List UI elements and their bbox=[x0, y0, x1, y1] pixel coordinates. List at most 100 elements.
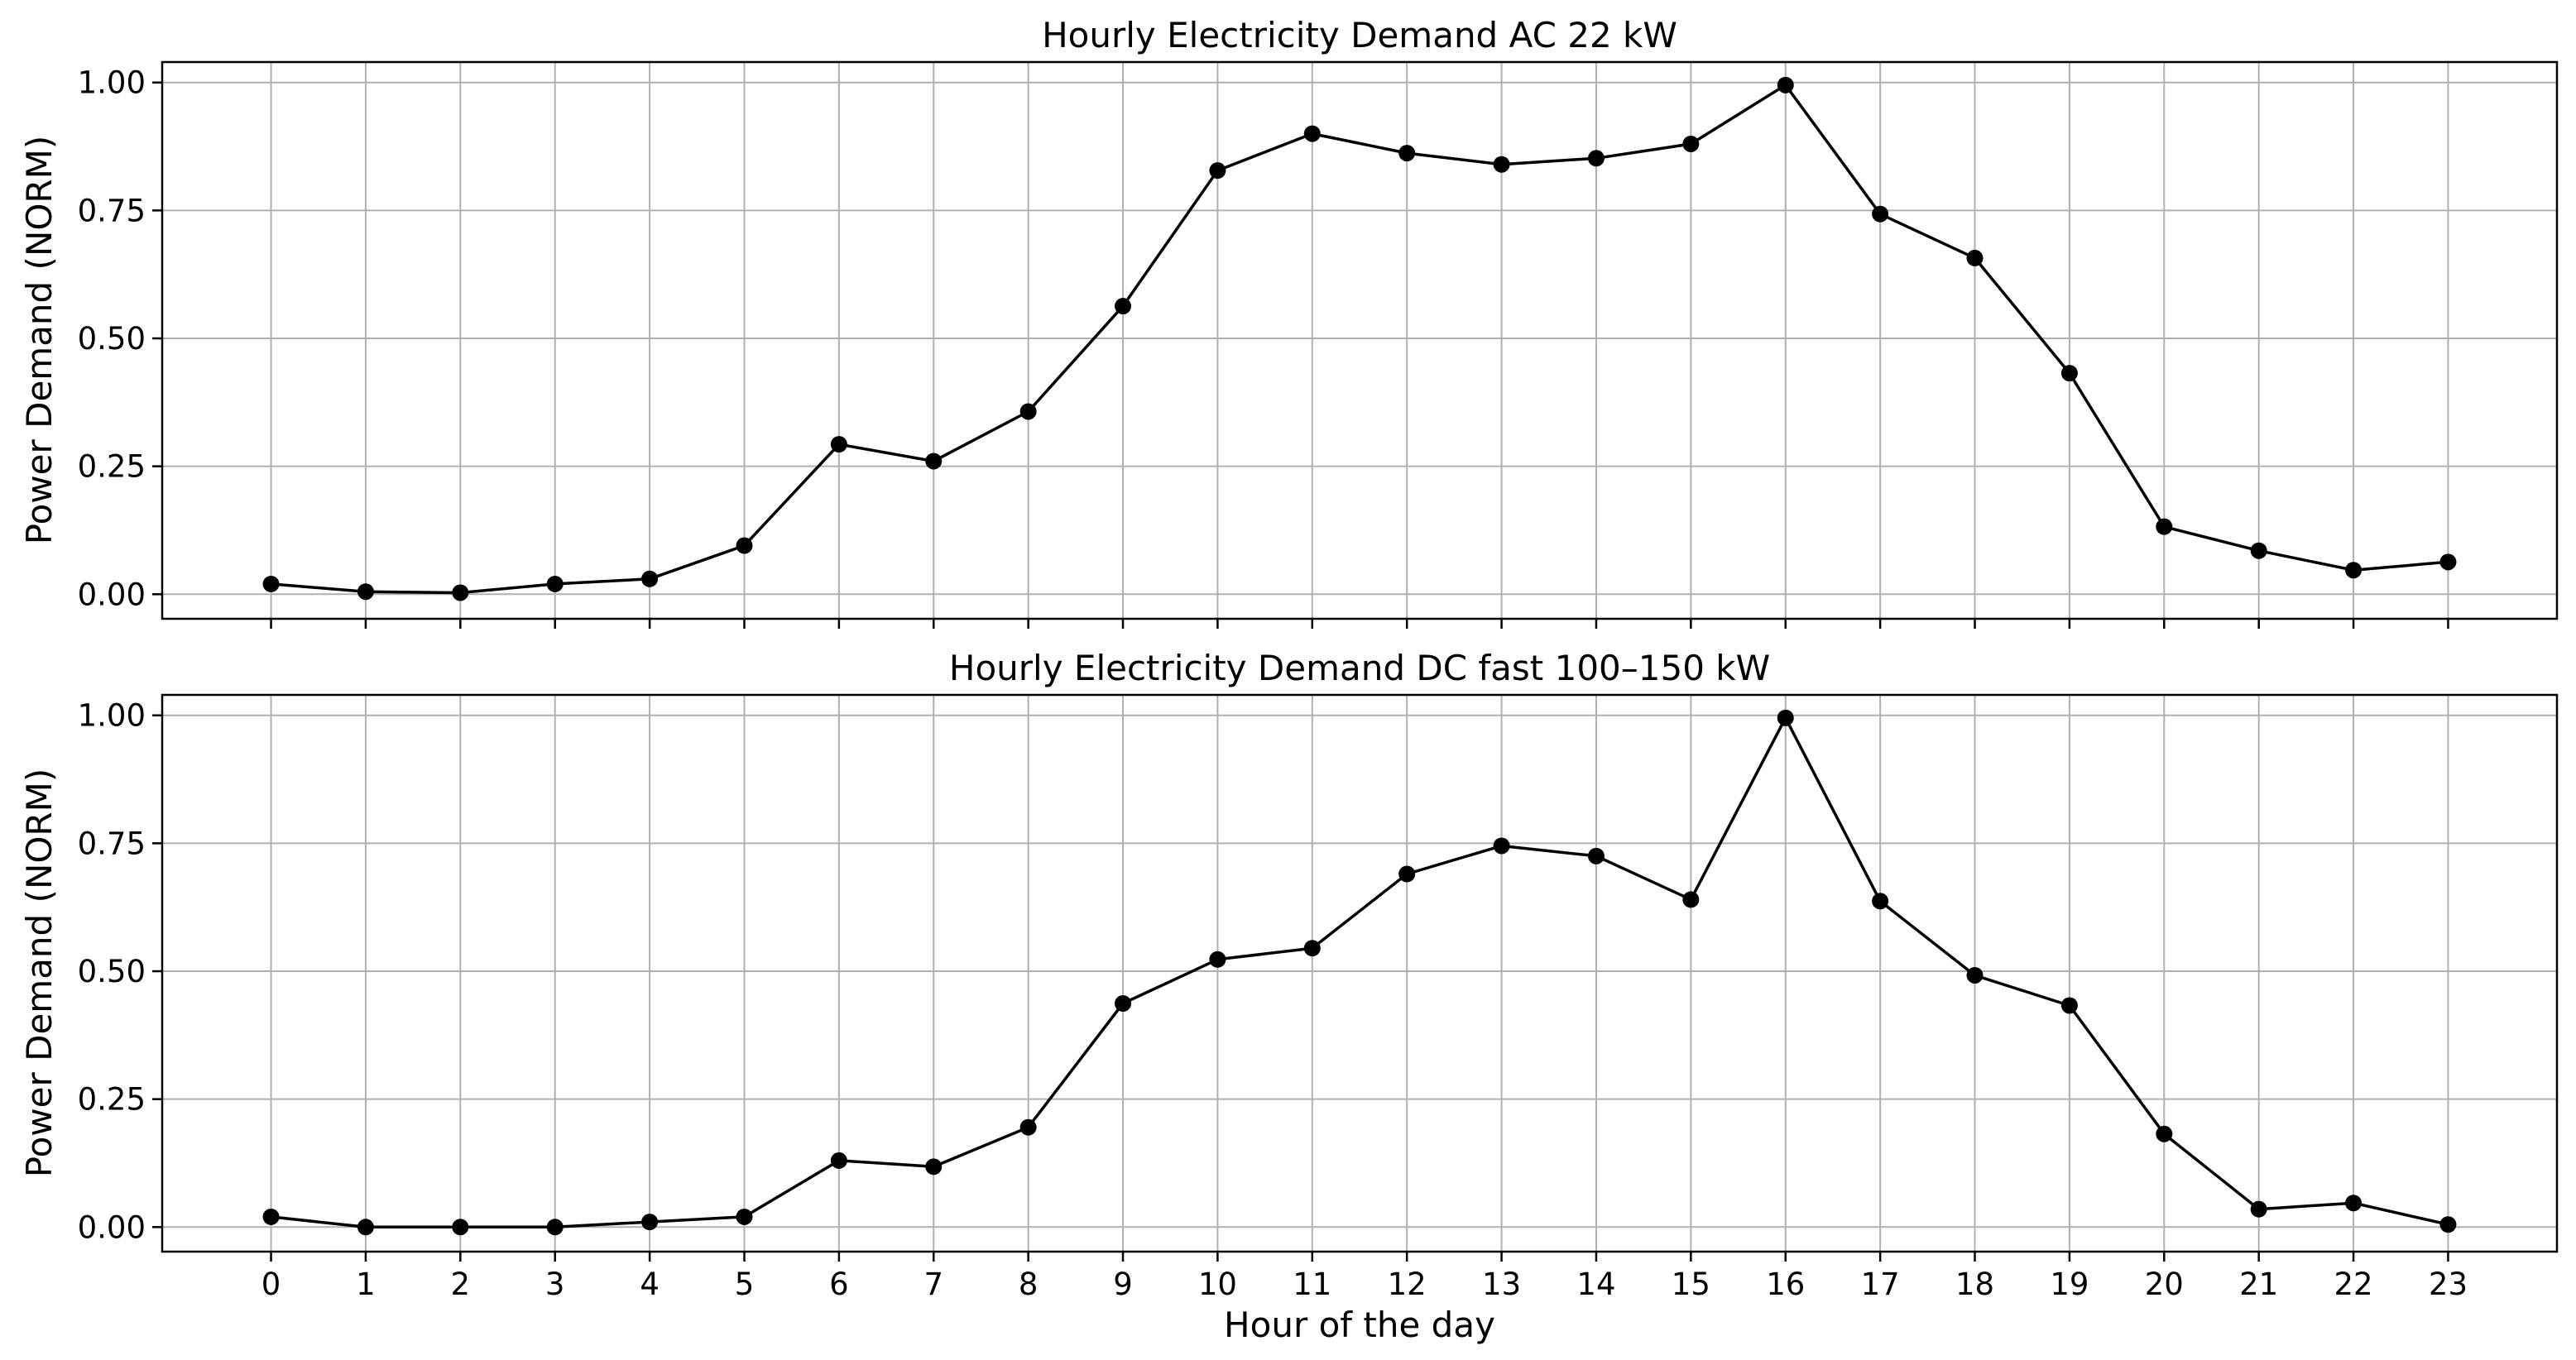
x-tick-label: 11 bbox=[1293, 1267, 1331, 1302]
x-tick-label: 0 bbox=[261, 1267, 281, 1302]
data-point-ac bbox=[546, 575, 564, 592]
chart-ac-22kw: 0.00 0.25 0.50 0.75 1.00 Hourly Electricity … bbox=[19, 15, 2559, 629]
data-point-dc bbox=[1115, 994, 1132, 1012]
y-tick-label-dc: 0.25 bbox=[78, 1082, 146, 1118]
chart-title-ac: Hourly Electricity Demand AC 22 kW bbox=[1042, 15, 1677, 55]
data-point-dc bbox=[2060, 997, 2078, 1014]
plot-frame-ac bbox=[161, 60, 2559, 620]
y-axis-label-ac: Power Demand (NORM) bbox=[19, 136, 60, 544]
series-line-ac bbox=[271, 84, 2449, 595]
x-tick-label: 18 bbox=[1955, 1267, 1994, 1302]
y-tick-label-ac: 0.00 bbox=[78, 577, 146, 612]
data-point-ac bbox=[1303, 125, 1321, 142]
ticks-dc: 0 1 2 3 4 5 6 7 8 9 10 11 12 13 14 15 16 17 18 19 20 21 22 230.… bbox=[78, 698, 2468, 1302]
x-tick-label: 2 bbox=[451, 1267, 471, 1302]
x-tick-label: 6 bbox=[829, 1267, 849, 1302]
data-point-dc bbox=[452, 1219, 469, 1236]
data-point-ac bbox=[262, 575, 280, 592]
data-point-dc bbox=[641, 1214, 659, 1231]
data-point-dc bbox=[1587, 847, 1605, 864]
data-point-dc bbox=[1777, 709, 1794, 726]
data-point-dc bbox=[357, 1219, 374, 1236]
x-tick-label: 12 bbox=[1388, 1267, 1427, 1302]
data-point-ac bbox=[1872, 205, 1889, 223]
data-point-dc bbox=[1682, 891, 1700, 908]
series-dc bbox=[262, 709, 2457, 1236]
y-tick-label-dc: 0.00 bbox=[78, 1209, 146, 1245]
data-point-ac bbox=[2156, 518, 2173, 535]
data-point-ac bbox=[2060, 365, 2078, 382]
data-point-ac bbox=[1398, 145, 1416, 162]
data-point-ac bbox=[1209, 162, 1226, 180]
data-point-dc bbox=[2156, 1125, 2173, 1142]
data-point-dc bbox=[1209, 951, 1226, 968]
y-tick-label-dc: 1.00 bbox=[78, 698, 146, 734]
series-line-dc bbox=[271, 716, 2449, 1229]
data-point-ac bbox=[1777, 76, 1794, 93]
data-point-ac bbox=[1682, 135, 1700, 152]
data-point-ac bbox=[452, 584, 469, 601]
x-tick-label: 9 bbox=[1113, 1267, 1133, 1302]
x-tick-label: 5 bbox=[735, 1267, 755, 1302]
y-axis-label-dc: Power Demand (NORM) bbox=[19, 769, 60, 1177]
data-point-ac bbox=[2439, 553, 2457, 571]
data-point-ac bbox=[1019, 403, 1037, 420]
x-tick-label: 10 bbox=[1198, 1267, 1237, 1302]
x-tick-label: 7 bbox=[923, 1267, 943, 1302]
x-tick-label: 22 bbox=[2334, 1267, 2373, 1302]
data-point-dc bbox=[830, 1152, 847, 1169]
x-tick-label: 4 bbox=[640, 1267, 660, 1302]
data-point-dc bbox=[1872, 893, 1889, 910]
y-tick-label-ac: 0.50 bbox=[78, 321, 146, 357]
data-point-ac bbox=[2250, 542, 2267, 559]
data-point-dc bbox=[2439, 1216, 2457, 1233]
x-tick-label: 13 bbox=[1482, 1267, 1521, 1302]
y-tick-label-ac: 0.75 bbox=[78, 193, 146, 228]
data-point-dc bbox=[2250, 1200, 2267, 1218]
x-tick-label: 8 bbox=[1019, 1267, 1039, 1302]
y-tick-label-ac: 1.00 bbox=[78, 65, 146, 101]
x-tick-label: 20 bbox=[2145, 1267, 2184, 1302]
plot-frame-dc bbox=[161, 693, 2559, 1253]
x-tick-label: 15 bbox=[1672, 1267, 1710, 1302]
grid-ac bbox=[162, 62, 2557, 619]
data-point-dc bbox=[925, 1158, 943, 1176]
x-tick-label: 14 bbox=[1576, 1267, 1615, 1302]
data-point-dc bbox=[262, 1208, 280, 1225]
data-point-dc bbox=[546, 1219, 564, 1236]
data-point-ac bbox=[925, 453, 943, 470]
x-tick-label: 17 bbox=[1861, 1267, 1900, 1302]
data-point-dc bbox=[736, 1208, 753, 1225]
data-point-ac bbox=[1587, 150, 1605, 167]
x-tick-label: 16 bbox=[1766, 1267, 1805, 1302]
x-axis-label: Hour of the day bbox=[1224, 1305, 1495, 1345]
data-point-ac bbox=[2345, 562, 2363, 579]
ticks-ac: 0.00 0.25 0.50 0.75 1.00 bbox=[78, 65, 2449, 629]
y-tick-label-dc: 0.50 bbox=[78, 954, 146, 989]
data-point-ac bbox=[1966, 249, 1984, 266]
data-point-ac bbox=[830, 436, 847, 453]
y-tick-label-dc: 0.75 bbox=[78, 826, 146, 861]
chart-dc-fast: 0 1 2 3 4 5 6 7 8 9 10 11 12 13 14 15 16 17 18 19 20 21 22 230.… bbox=[19, 648, 2559, 1345]
x-tick-label: 3 bbox=[545, 1267, 565, 1302]
series-ac bbox=[262, 76, 2457, 601]
x-tick-label: 19 bbox=[2050, 1267, 2089, 1302]
x-tick-label: 21 bbox=[2239, 1267, 2278, 1302]
x-tick-label: 23 bbox=[2429, 1267, 2468, 1302]
data-point-dc bbox=[2345, 1195, 2363, 1212]
x-tick-label: 1 bbox=[356, 1267, 376, 1302]
data-point-ac bbox=[1493, 156, 1510, 173]
data-point-ac bbox=[736, 537, 753, 554]
data-point-dc bbox=[1966, 966, 1984, 984]
data-point-ac bbox=[641, 570, 659, 587]
data-point-dc bbox=[1493, 837, 1510, 855]
data-point-ac bbox=[357, 583, 374, 601]
data-point-ac bbox=[1115, 298, 1132, 315]
data-point-dc bbox=[1019, 1118, 1037, 1136]
chart-title-dc: Hourly Electricity Demand DC fast 100–15… bbox=[949, 648, 1770, 688]
data-point-dc bbox=[1303, 940, 1321, 957]
y-tick-label-ac: 0.25 bbox=[78, 449, 146, 485]
data-point-dc bbox=[1398, 865, 1416, 883]
